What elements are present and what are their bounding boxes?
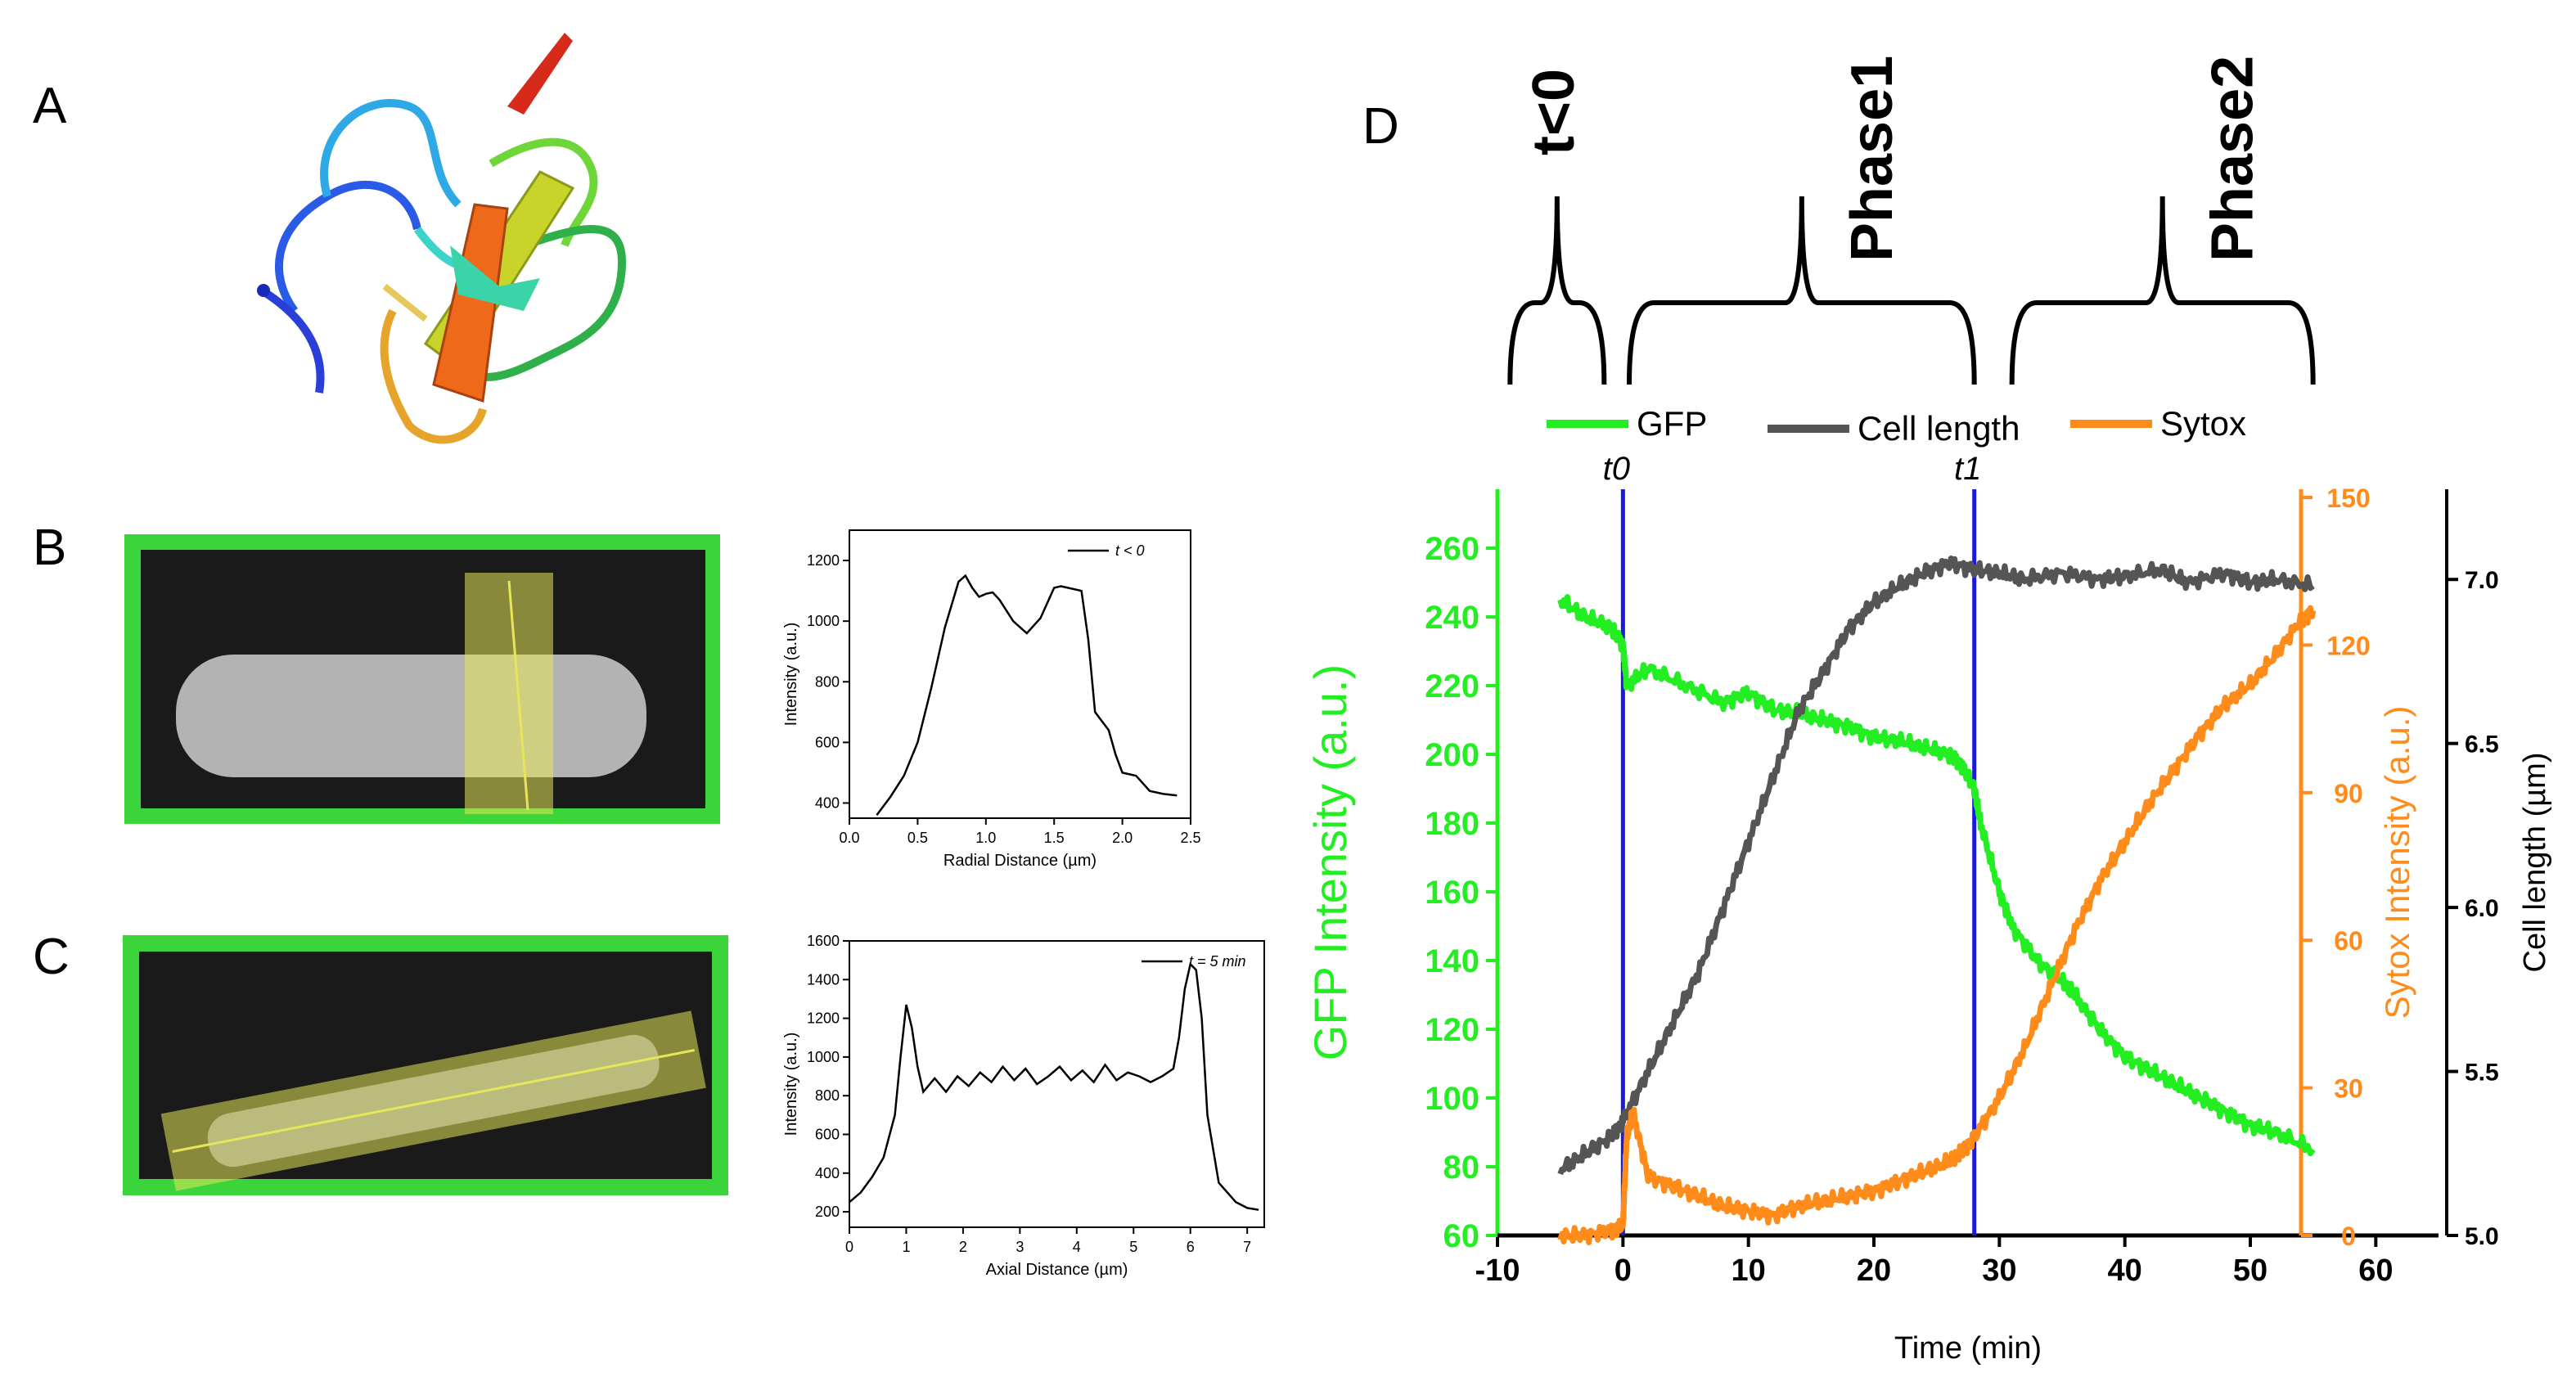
series-gfp	[1557, 594, 2316, 1157]
series-cell-length	[1557, 556, 2315, 1176]
y-tick-label: 1000	[807, 1049, 840, 1065]
legend-label: Cell length	[1858, 409, 2020, 448]
panel-c-image	[123, 935, 728, 1195]
y-tick-label: 600	[815, 734, 840, 750]
panel-b-roi	[465, 573, 553, 814]
sytox-axis-label: Sytox Intensity (a.u.)	[2378, 706, 2416, 1019]
x-tick-label: 20	[1857, 1253, 1891, 1288]
x-tick-label: 1.0	[975, 830, 996, 846]
gfp-tick-label: 180	[1425, 806, 1479, 842]
panel-b-cell	[176, 655, 646, 777]
x-axis-label: Radial Distance (µm)	[943, 852, 1097, 870]
gfp-axis-label: GFP Intensity (a.u.)	[1304, 664, 1356, 1060]
gfp-tick-label: 140	[1425, 943, 1479, 979]
cell-length-axis-label: Cell length (µm)	[2518, 753, 2552, 973]
gfp-tick-label: 220	[1425, 668, 1479, 704]
sytox-tick-label: 120	[2326, 631, 2370, 660]
series-line	[876, 574, 1178, 817]
x-tick-label: 6	[1187, 1239, 1195, 1255]
y-tick-label: 200	[815, 1204, 840, 1220]
phase-brace	[2009, 196, 2316, 385]
panel-label-c: C	[33, 929, 70, 985]
x-tick-label: -10	[1475, 1253, 1520, 1288]
y-axis-label: Intensity (a.u.)	[782, 623, 800, 727]
chart-c: 0 1 2 3 4 5 6 7 200 400 600 800 1000 1200 1400 1600 Axia…	[782, 933, 1265, 1279]
y-tick-label: 1000	[807, 613, 840, 629]
gfp-tick-label: 80	[1443, 1150, 1480, 1186]
x-tick-label: 0.0	[839, 830, 859, 846]
x-axis-label: Axial Distance (µm)	[986, 1261, 1128, 1279]
x-tick-label: 1.5	[1044, 830, 1065, 846]
phase-brace	[1627, 196, 1977, 385]
gfp-tick-label: 260	[1425, 531, 1479, 567]
y-tick-label: 400	[815, 1165, 840, 1181]
x-tick-label: 2	[959, 1239, 967, 1255]
sytox-tick-label: 0	[2341, 1222, 2356, 1251]
series-sytox	[1557, 605, 2317, 1245]
panel-label-a: A	[33, 78, 67, 134]
x-tick-label: 0.5	[907, 830, 928, 846]
x-tick-label: 4	[1073, 1239, 1081, 1255]
y-tick-label: 400	[815, 794, 840, 811]
chart-b: 0.0 0.5 1.0 1.5 2.0 2.5 400 600 800 1000 1200 Radia…	[782, 529, 1201, 870]
panel-label-d: D	[1362, 98, 1399, 155]
y-tick-label: 1200	[807, 1010, 840, 1027]
phase-label: Phase2	[2200, 56, 2266, 262]
x-tick-label: 30	[1982, 1253, 2016, 1288]
y-tick-label: 1400	[807, 971, 840, 988]
x-tick-label: 3	[1016, 1239, 1024, 1255]
cell-length-tick-label: 5.5	[2465, 1060, 2499, 1087]
y-axis-label: Intensity (a.u.)	[782, 1033, 800, 1136]
y-tick-label: 600	[815, 1126, 840, 1142]
x-tick-label: 2.0	[1112, 830, 1133, 846]
legend-label: Sytox	[2160, 404, 2246, 443]
cell-length-tick-label: 6.5	[2465, 731, 2499, 758]
gfp-tick-label: 200	[1425, 737, 1479, 773]
y-tick-label: 1200	[807, 552, 840, 569]
x-tick-label: 10	[1732, 1253, 1766, 1288]
gfp-tick-label: 240	[1425, 600, 1479, 636]
protein-ribbon-structure-icon	[257, 33, 627, 444]
series-line	[849, 961, 1259, 1211]
x-tick-label: 1	[902, 1239, 910, 1255]
chart-d: -10 0 10 20 30 40 50 60 Time (min) 60 80 100 120 140 1…	[1304, 56, 2552, 1366]
gfp-tick-label: 160	[1425, 875, 1479, 911]
phase-brace	[1507, 196, 1607, 385]
cell-length-tick-label: 7.0	[2465, 567, 2499, 594]
plot-frame	[849, 529, 1191, 819]
x-tick-label: 50	[2233, 1253, 2268, 1288]
gfp-tick-label: 120	[1425, 1012, 1479, 1048]
sytox-tick-label: 90	[2334, 779, 2363, 808]
legend-label: GFP	[1637, 404, 1707, 443]
x-tick-label: 5	[1129, 1239, 1137, 1255]
panel-label-b: B	[33, 520, 66, 576]
y-tick-label: 800	[815, 673, 840, 690]
gfp-tick-label: 100	[1425, 1081, 1479, 1117]
sytox-tick-label: 150	[2326, 484, 2370, 513]
x-tick-label: 2.5	[1180, 830, 1200, 846]
x-tick-label: 40	[2108, 1253, 2142, 1288]
x-tick-label: 0	[1615, 1253, 1632, 1288]
vline-label: t1	[1954, 451, 1981, 487]
phase-label: Phase1	[1840, 56, 1905, 262]
x-tick-label: 0	[845, 1239, 853, 1255]
x-tick-label: 7	[1243, 1239, 1251, 1255]
plot-frame	[849, 940, 1265, 1228]
phase-label: t<0	[1521, 69, 1587, 155]
cell-length-tick-label: 6.0	[2465, 895, 2499, 922]
gfp-tick-label: 60	[1443, 1218, 1480, 1254]
y-tick-label: 800	[815, 1087, 840, 1104]
vline-label: t0	[1603, 451, 1630, 487]
legend-label: t < 0	[1115, 542, 1145, 559]
y-tick-label: 1600	[807, 933, 840, 949]
sytox-tick-label: 60	[2334, 926, 2363, 956]
x-tick-label: 60	[2358, 1253, 2393, 1288]
panel-b-image	[124, 534, 720, 824]
x-axis-label: Time (min)	[1894, 1331, 2042, 1366]
cell-length-tick-label: 5.0	[2465, 1223, 2499, 1250]
sytox-tick-label: 30	[2334, 1074, 2363, 1104]
legend-label: t = 5 min	[1189, 953, 1246, 970]
